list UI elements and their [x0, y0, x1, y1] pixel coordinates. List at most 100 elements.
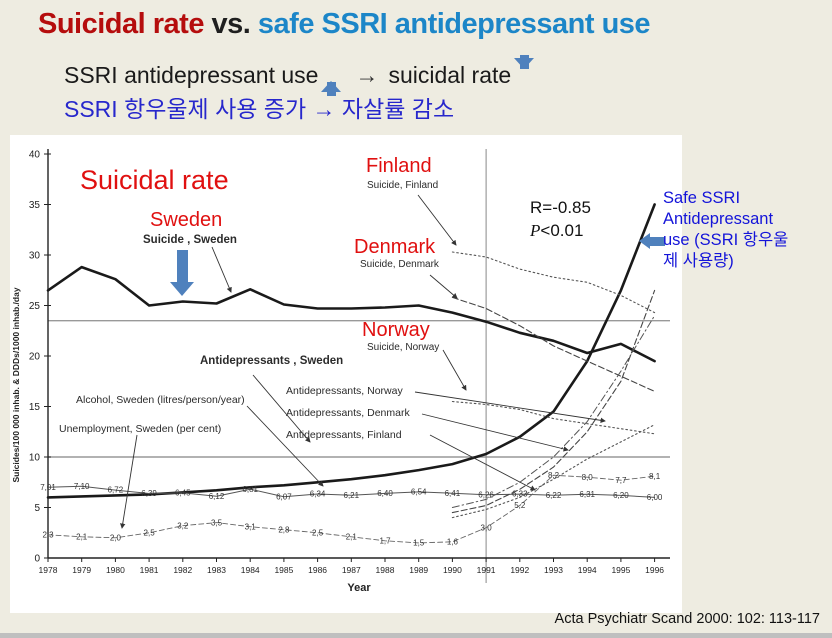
point-label-unemployment_sweden: 3,1: [245, 522, 257, 531]
subtitle-en-pre: SSRI antidepressant use: [64, 62, 319, 88]
label-suicide-norway: Suicide, Norway: [367, 342, 440, 353]
side-note-safe-ssri: Safe SSRI Antidepressant use (SSRI 항우울제 …: [663, 189, 789, 271]
series-suicide_denmark: [451, 296, 656, 392]
point-label-alcohol_sweden: 6,21: [344, 491, 360, 500]
point-label-alcohol_sweden: 7,10: [74, 482, 90, 491]
title-blue-part: safe SSRI antidepressant use: [257, 8, 651, 40]
x-axis-title: Year: [347, 582, 371, 594]
pointer-arrow: [442, 349, 467, 391]
point-label-unemployment_sweden: 3,5: [211, 518, 223, 527]
series-antidepressants_norway: [451, 315, 656, 508]
point-label-alcohol_sweden: 6,33: [512, 490, 528, 499]
pointer-arrow: [252, 374, 311, 443]
title-mid-part: vs.: [203, 8, 258, 40]
point-label-unemployment_sweden: 1,5: [413, 538, 425, 547]
label-antidepressants-norway: Antidepressants, Norway: [286, 385, 403, 397]
axis-text: 25: [29, 301, 41, 312]
label-antidepressants-finland: Antidepressants, Finland: [286, 429, 402, 441]
point-label-alcohol_sweden: 6,20: [613, 491, 629, 500]
label-alcohol-sweden: Alcohol, Sweden (litres/person/year): [76, 394, 245, 406]
correlation-stats: R=-0.85 P<0.01: [530, 197, 591, 243]
point-label-unemployment_sweden: 8,2: [548, 471, 560, 480]
stat-p-symbol: P: [530, 220, 541, 240]
series-antidepressants_finland: [451, 424, 656, 519]
point-label-unemployment_sweden: 3,0: [481, 523, 493, 532]
point-label-alcohol_sweden: 6,07: [276, 492, 292, 501]
point-label-alcohol_sweden: 6,22: [546, 491, 562, 500]
axis-text: 1992: [510, 565, 529, 575]
point-label-alcohol_sweden: 6,26: [478, 490, 494, 499]
axis-text: 1995: [611, 565, 630, 575]
label-suicide-sweden: Suicide , Sweden: [143, 234, 237, 246]
citation: Acta Psychiatr Scand 2000: 102: 113-117: [554, 611, 820, 627]
pointer-arrow: [414, 391, 606, 423]
axis-text: 20: [29, 352, 41, 363]
point-label-alcohol_sweden: 6,54: [411, 488, 427, 497]
series-unemployment_sweden: [47, 474, 656, 544]
pointer-arrow: [429, 274, 458, 299]
series-antidepressants_denmark: [451, 289, 656, 514]
blue-left-arrow-icon: [639, 233, 665, 249]
up-arrow-icon: [321, 55, 342, 96]
label-suicide-finland: Suicide, Finland: [367, 180, 439, 191]
point-label-alcohol_sweden: 6,34: [310, 490, 326, 499]
label-finland: Finland: [366, 155, 432, 177]
point-label-unemployment_sweden: 7,7: [615, 476, 627, 485]
title-red-part: Suicidal rate: [38, 8, 204, 40]
axis-text: 40: [29, 150, 41, 161]
y-axis-title: Suicides/100 000 inhab. & DDDs/1000 inha…: [11, 287, 21, 482]
label-suicide-denmark: Suicide, Denmark: [360, 259, 439, 270]
point-label-alcohol_sweden: 7,01: [40, 483, 56, 492]
axis-text: 1989: [409, 565, 428, 575]
axis-text: 1985: [274, 565, 293, 575]
point-label-alcohol_sweden: 6,12: [209, 492, 225, 501]
subtitle-korean: SSRI 항우울제 사용 증가 → 자살률 감소: [64, 96, 455, 122]
point-label-unemployment_sweden: 2,5: [144, 528, 156, 537]
pointer-arrow: [211, 246, 232, 293]
chart-svg: 0 5 10 15 20 25 30 35 40 1978 1979 1980 1981 1982 1983…: [11, 149, 670, 594]
point-label-alcohol_sweden: 6,41: [445, 489, 461, 498]
axis-text: 5: [34, 503, 40, 514]
stat-p-rest: <0.01: [540, 220, 584, 240]
point-label-alcohol_sweden: 6,81: [242, 485, 258, 494]
point-label-unemployment_sweden: 1,7: [379, 536, 391, 545]
axis-text: 0: [34, 554, 40, 565]
axis-text: 1984: [241, 565, 260, 575]
axis-text: 1994: [578, 565, 597, 575]
point-label-unemployment_sweden: 2,3: [42, 530, 54, 539]
label-antidepressants-sweden: Antidepressants , Sweden: [200, 355, 344, 367]
axis-text: 1990: [443, 565, 462, 575]
bottom-strip: [0, 633, 832, 638]
stat-p-value: P<0.01: [530, 220, 591, 243]
axis-text: 1983: [207, 565, 226, 575]
axis-text: 1993: [544, 565, 563, 575]
chart-figure: 0 5 10 15 20 25 30 35 40 1978 1979 1980 1981 1982 1983…: [10, 135, 682, 613]
blue-down-arrow-icon: [170, 250, 194, 296]
axis-text: 1987: [342, 565, 361, 575]
series-suicide_norway: [451, 400, 656, 435]
pointer-arrow: [429, 434, 536, 491]
axis-text: 1982: [173, 565, 192, 575]
axis-text: 30: [29, 251, 41, 262]
pointer-arrow: [421, 413, 569, 452]
pointer-arrow: [246, 405, 324, 487]
point-label-alcohol_sweden: 6,00: [647, 493, 663, 502]
point-label-unemployment_sweden: 3,2: [177, 521, 189, 530]
point-label-unemployment_sweden: 8,1: [649, 472, 661, 481]
axis-text: 1996: [645, 565, 664, 575]
axis-text: 1979: [72, 565, 91, 575]
subtitle-en-post: suicidal rate: [388, 62, 512, 88]
label-denmark: Denmark: [354, 236, 436, 258]
point-label-alcohol_sweden: 6,72: [108, 486, 124, 495]
axis-text: 1981: [140, 565, 159, 575]
series-antidepressants_sweden: [46, 203, 656, 499]
axis-text: 1991: [477, 565, 496, 575]
axis-text: 35: [29, 200, 41, 211]
label-suicidal-rate: Suicidal rate: [80, 165, 229, 195]
series-alcohol_sweden: [47, 485, 656, 498]
pointer-arrow: [120, 434, 138, 529]
axis-text: 1986: [308, 565, 327, 575]
point-label-unemployment_sweden: 1,6: [447, 537, 459, 546]
point-label-unemployment_sweden: 2,1: [76, 532, 88, 541]
